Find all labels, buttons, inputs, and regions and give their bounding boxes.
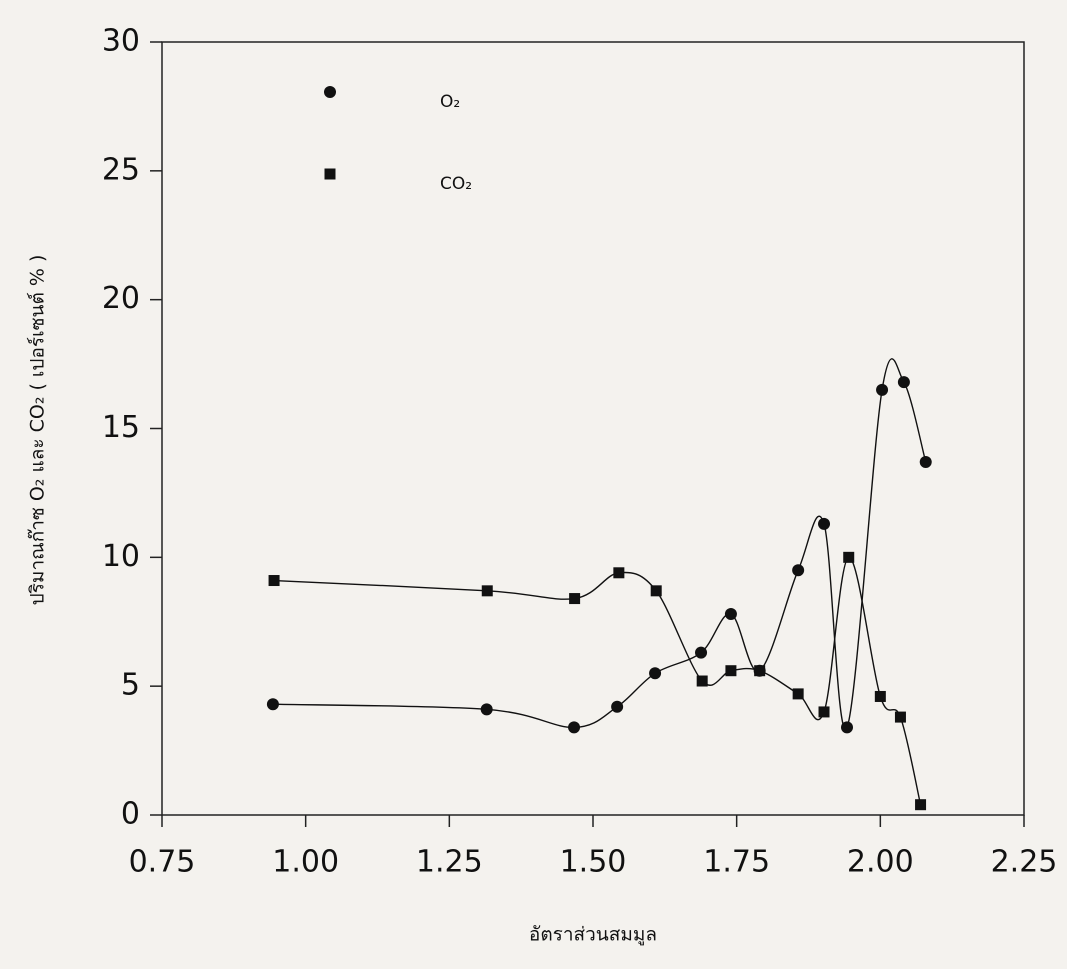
data-point	[898, 376, 910, 388]
data-point	[569, 593, 580, 604]
data-point	[792, 564, 804, 576]
y-tick-label: 15	[102, 410, 140, 445]
legend-label: O₂	[440, 92, 460, 112]
data-point	[568, 721, 580, 733]
data-point	[725, 665, 736, 676]
legend-marker	[324, 86, 336, 98]
data-point	[697, 676, 708, 687]
y-tick-label: 25	[102, 152, 140, 187]
data-point	[613, 567, 624, 578]
data-point	[819, 706, 830, 717]
y-axis-title: ปริมาณก๊าซ O₂ และ CO₂ ( เปอร์เซนต์ % )	[27, 255, 49, 606]
x-tick-label: 1.75	[703, 845, 770, 880]
y-tick-label: 20	[102, 281, 140, 316]
x-tick-label: 1.50	[560, 845, 627, 880]
y-tick-label: 30	[102, 24, 140, 59]
x-tick-label: 2.00	[847, 845, 914, 880]
series-line	[273, 359, 926, 729]
data-point	[843, 552, 854, 563]
y-tick-label: 10	[102, 539, 140, 574]
x-axis-title: อัตราส่วนสมมูล	[529, 924, 657, 946]
data-point	[695, 647, 707, 659]
data-point	[876, 384, 888, 396]
data-point	[649, 667, 661, 679]
data-point	[841, 721, 853, 733]
data-point	[611, 701, 623, 713]
data-point	[754, 665, 765, 676]
x-tick-label: 0.75	[129, 845, 196, 880]
x-tick-label: 2.25	[991, 845, 1058, 880]
y-tick-label: 0	[121, 797, 140, 832]
y-tick-label: 5	[121, 668, 140, 703]
data-point	[725, 608, 737, 620]
data-point	[269, 575, 280, 586]
plot-frame	[162, 42, 1024, 815]
data-point	[875, 691, 886, 702]
data-point	[482, 585, 493, 596]
legend-marker	[325, 169, 336, 180]
data-point	[915, 799, 926, 810]
series-line	[274, 557, 921, 804]
x-tick-label: 1.00	[272, 845, 339, 880]
legend-label: CO₂	[440, 174, 472, 194]
data-point	[651, 585, 662, 596]
data-point	[818, 518, 830, 530]
data-point	[895, 712, 906, 723]
data-point	[267, 698, 279, 710]
x-tick-label: 1.25	[416, 845, 483, 880]
data-point	[481, 703, 493, 715]
data-point	[920, 456, 932, 468]
data-point	[793, 688, 804, 699]
